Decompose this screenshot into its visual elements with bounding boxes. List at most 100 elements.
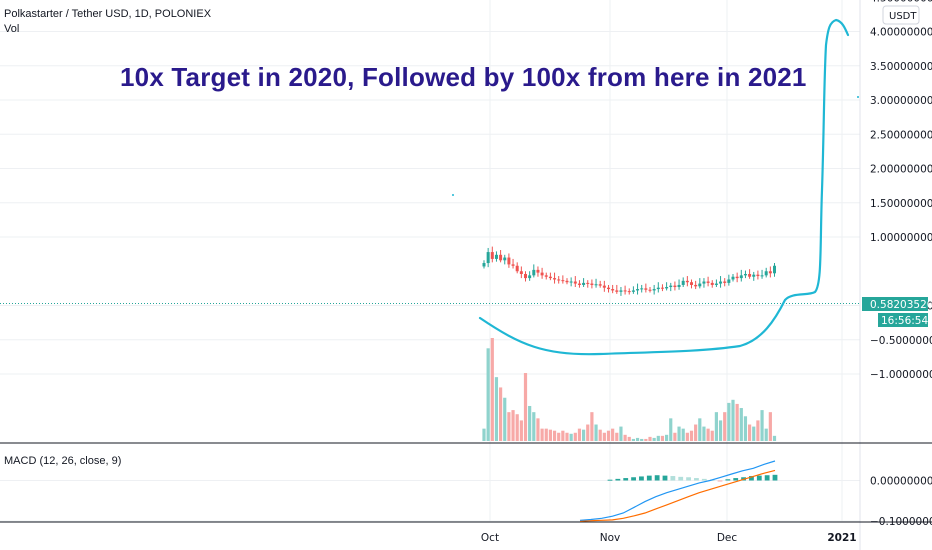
volume-bar [486,348,490,441]
candle-body [482,263,486,267]
candle-body [652,289,656,291]
candle-body [773,265,776,274]
volume-bar [760,410,764,441]
volume-bar [627,436,631,441]
cup-drawing-curve[interactable] [478,18,850,356]
volume-bar [561,430,565,441]
candle-body [673,285,677,288]
candle-body [615,290,619,292]
macd-histogram-bar [639,476,644,481]
candle-body [607,287,610,290]
candle-body [598,284,602,286]
volume-bar [681,428,685,441]
volume-bar [598,429,602,441]
macd-histogram-bar [701,478,707,481]
volume-bar [611,428,615,441]
volume-bar [577,428,582,441]
macd-histogram [607,474,778,482]
volume-bar [511,410,515,441]
volume-bar [569,433,573,441]
volume-bar [582,429,586,441]
volume-bar [602,432,606,441]
volume-bar [499,387,503,441]
volume-bar [594,424,598,441]
candle-body [719,281,723,284]
candle-body [594,284,598,286]
currency-badge[interactable] [882,5,920,25]
macd-histogram-bar [662,475,668,481]
candle-body [648,289,652,291]
volume-bar [494,377,499,441]
volume-bar [723,412,727,441]
macd-legend[interactable]: MACD (12, 26, close, 9) [4,455,121,467]
volume-bar [731,399,735,441]
macd-axis-labels[interactable]: 0.00000000 −0.10000000 [870,476,932,529]
volume-bar [669,418,673,441]
candle-body [544,275,548,277]
price-tick-label: −0.50000000 [870,335,932,347]
candle-body [499,254,503,261]
candlesticks [482,246,776,296]
volume-bar [540,428,544,441]
candle-body [636,289,640,291]
candle-body [727,279,731,283]
macd-histogram-bar [646,475,652,481]
volume-bar [718,420,723,441]
volume-bar [631,438,635,441]
volume-bar [532,412,536,441]
candle-body [623,290,627,292]
volume-bar [482,428,486,441]
macd-histogram-bar [694,478,699,481]
candle-body [743,273,747,276]
price-tick-label: 1.50000000 [870,198,932,210]
volume-bar [727,402,731,441]
macd-histogram-bar [623,478,629,481]
price-tick-label: 4.50000000 [870,0,932,4]
macd-histogram-bar [670,476,676,481]
volume-legend[interactable]: Vol [4,23,19,35]
volume-bar [619,426,623,441]
volume-bar [606,430,611,441]
volume-bar [590,412,594,441]
candle-body [627,291,631,293]
volume-bar [756,420,760,441]
volume-bar [635,437,640,441]
volume-bars [482,338,777,441]
price-gridlines [0,31,860,375]
volume-bar [528,405,532,441]
candle-body [735,276,739,279]
volume-bar [515,414,519,441]
candle-body [669,285,673,288]
candle-body [723,281,727,283]
candle-body [631,290,635,292]
macd-tick-label: −0.10000000 [870,516,932,528]
candle-body [511,264,515,266]
candle-body [756,274,760,277]
time-tick-label: 2021 [827,532,856,544]
volume-bar [586,424,590,441]
price-tick-label: −1.00000000 [870,369,932,381]
time-axis-labels[interactable]: Oct Nov Dec 2021 [481,532,857,544]
last-price-tag [862,297,928,311]
candle-body [640,288,644,290]
stray-drawing-dot [857,96,859,98]
volume-bar [536,418,540,441]
candle-body [540,272,544,276]
stray-drawing-dot [452,194,454,196]
macd-histogram-bar [749,476,754,481]
candle-body [573,281,577,284]
volume-bar [685,432,689,441]
volume-bar [490,338,494,441]
candle-body [569,281,573,283]
price-tick-label: 3.50000000 [870,61,932,73]
volume-bar [615,432,619,441]
volume-bar [544,428,548,441]
target-annotation[interactable]: 10x Target in 2020, Followed by 100x fro… [120,62,807,92]
volume-bar [702,426,706,441]
symbol-legend[interactable]: Polkastarter / Tether USD, 1D, POLONIEX [4,8,212,20]
volume-bar [648,436,652,441]
price-tick-label: 1.00000000 [870,232,932,244]
currency-badge-label: USDT [889,11,917,22]
